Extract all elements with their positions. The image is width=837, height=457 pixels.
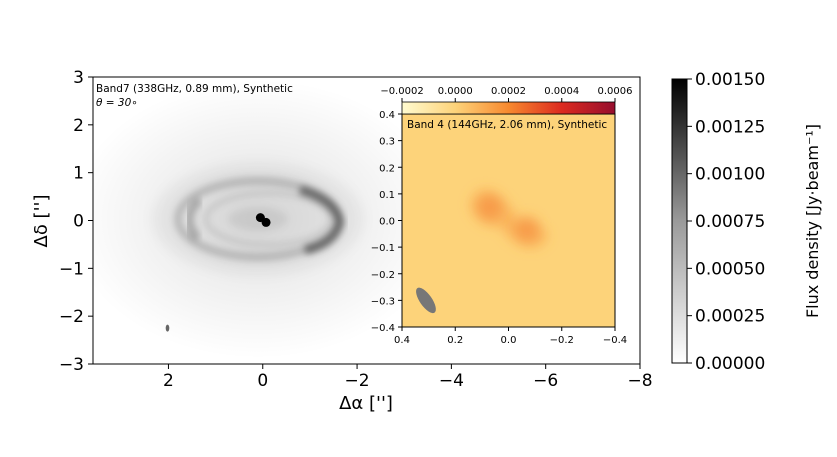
inset-beam-ellipse <box>416 287 436 314</box>
main-x-tick-label: −4 <box>439 371 464 391</box>
inset-colorbar-tick-label: 0.0006 <box>598 86 633 97</box>
inset-y-tick-label: −0.1 <box>371 243 395 254</box>
inset-source-blob <box>477 195 502 220</box>
inset-colorbar-tick-label: 0.0004 <box>544 86 579 97</box>
colorbar-tick-label: 0.00000 <box>695 354 765 374</box>
y-axis-label: Δδ [''] <box>31 195 52 248</box>
inset-y-tick-label: 0.0 <box>379 217 395 228</box>
inset-sources <box>477 195 540 241</box>
inset-colorbar-tick-label: −0.0002 <box>380 86 423 97</box>
main-beam-ellipse <box>165 324 170 332</box>
inset-x-tick-label: 0.0 <box>501 335 517 346</box>
main-y-tick-label: 0 <box>73 212 84 232</box>
main-annotation-line1: Band7 (338GHz, 0.89 mm), Synthetic <box>96 83 293 95</box>
inset-colorbar-tick-label: 0.0002 <box>491 86 526 97</box>
colorbar-gradient <box>671 78 688 364</box>
colorbar-label: Flux density [Jy·beam⁻¹] <box>803 124 822 318</box>
inset-beam <box>416 287 436 314</box>
colorbar-tick-label: 0.00150 <box>695 70 765 90</box>
inset-y-tick-label: 0.1 <box>379 190 395 201</box>
main-y-tick-label: 1 <box>73 164 84 184</box>
main-x-tick-label: −8 <box>627 371 652 391</box>
inset-y-tick-label: 0.3 <box>379 137 395 148</box>
main-x-tick-label: 0 <box>257 371 268 391</box>
inset-colorbar-ticks: −0.0002 0.0000 0.0002 0.0004 0.0006 <box>380 86 633 102</box>
inset-x-tick-label: −0.4 <box>603 335 627 346</box>
inset-x-tick-label: 0.4 <box>394 335 410 346</box>
main-x-tick-label: −2 <box>345 371 370 391</box>
main-x-ticks: 2 0 −2 −4 −6 −8 <box>163 364 653 391</box>
inset-y-tick-label: −0.4 <box>371 323 395 334</box>
main-y-tick-label: −1 <box>59 259 84 279</box>
inset-y-ticks: 0.4 0.3 0.2 0.1 0.0 −0.1 −0.2 −0.3 −0.4 <box>371 110 402 334</box>
inset-colorbar <box>401 101 616 115</box>
colorbar-tick-label: 0.00050 <box>695 259 765 279</box>
inset-y-tick-label: 0.4 <box>379 110 395 121</box>
main-sources <box>255 213 271 227</box>
colorbar-tick-label: 0.00025 <box>695 307 765 327</box>
greyscale-colorbar: 0.00000 0.00025 0.00050 0.00075 0.00100 0.001… <box>671 70 822 374</box>
inset-y-tick-label: 0.2 <box>379 163 395 174</box>
inset-panel: −0.0002 0.0000 0.0002 0.0004 0.0006 0.4 0.2 0.… <box>371 86 633 346</box>
inset-source-blob <box>515 216 540 241</box>
inset-y-tick-label: −0.3 <box>371 296 395 307</box>
main-y-tick-label: −2 <box>59 307 84 327</box>
main-point-source <box>261 217 271 227</box>
main-x-tick-label: 2 <box>163 371 174 391</box>
inset-annotation: Band 4 (144GHz, 2.06 mm), Synthetic <box>407 119 607 131</box>
inset-x-ticks: 0.4 0.2 0.0 −0.2 −0.4 <box>394 327 627 346</box>
main-y-tick-label: 2 <box>73 116 84 136</box>
main-beam <box>165 324 170 332</box>
inset-y-tick-label: −0.2 <box>371 270 395 281</box>
colorbar-tick-label: 0.00125 <box>695 117 765 137</box>
colorbar-tick-label: 0.00100 <box>695 165 765 185</box>
main-annotation-line2: θ = 30∘ <box>96 97 138 109</box>
inset-x-tick-label: 0.2 <box>447 335 463 346</box>
main-x-tick-label: −6 <box>533 371 558 391</box>
main-y-tick-label: −3 <box>59 355 84 375</box>
colorbar-tick-label: 0.00075 <box>695 212 765 232</box>
inset-colorbar-tick-label: 0.0000 <box>438 86 473 97</box>
main-y-tick-label: 3 <box>73 68 84 88</box>
inset-x-tick-label: −0.2 <box>550 335 574 346</box>
main-y-ticks: 3 2 1 0 −1 −2 −3 <box>59 68 93 375</box>
x-axis-label: Δα [''] <box>339 393 393 414</box>
colorbar-ticks: 0.00000 0.00025 0.00050 0.00075 0.00100 0.001… <box>687 70 765 374</box>
